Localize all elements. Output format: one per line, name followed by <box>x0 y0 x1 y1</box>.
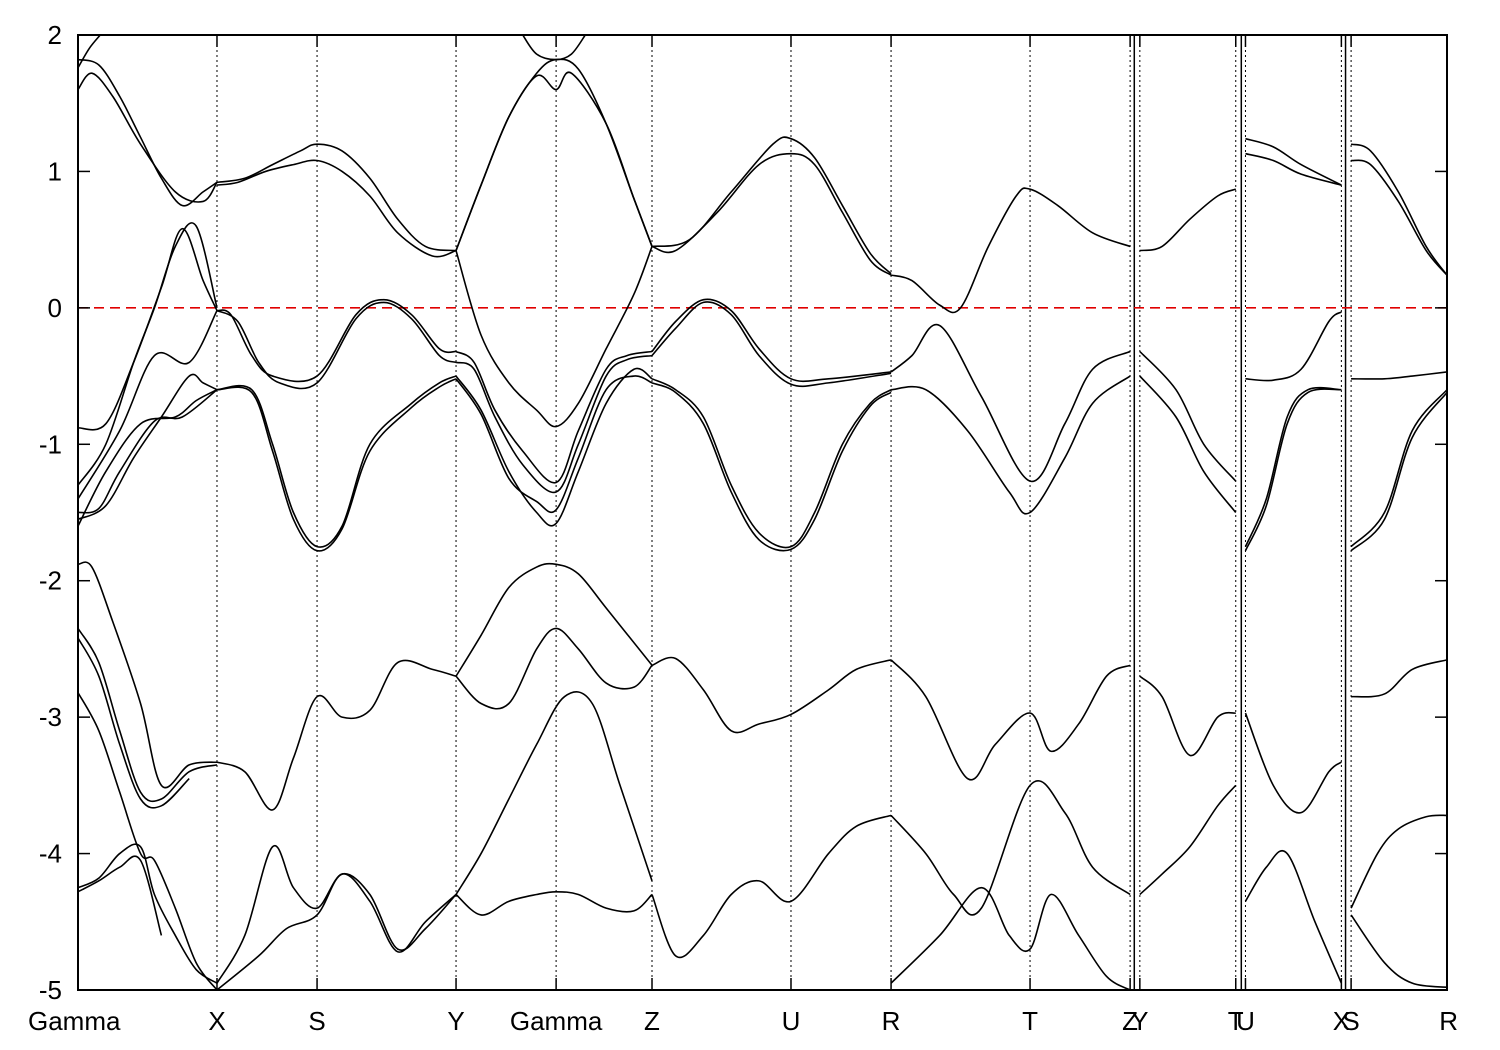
band-line-39 <box>890 375 1131 515</box>
band-line-63 <box>651 814 892 959</box>
band-line-62 <box>455 691 653 895</box>
band-line-52 <box>890 659 1131 781</box>
band-line-25 <box>651 301 892 388</box>
band-line-17 <box>78 222 218 486</box>
x-tick-label: X <box>1333 1006 1350 1036</box>
band-line-35 <box>455 367 653 527</box>
x-tick-label: Gamma <box>510 1006 603 1036</box>
band-line-21 <box>455 246 653 428</box>
y-tick-label: -4 <box>39 839 62 869</box>
band-line-15 <box>1350 159 1447 276</box>
x-tick-label: Y <box>1131 1006 1148 1036</box>
y-tick-label: -3 <box>39 702 62 732</box>
band-line-50 <box>455 627 653 710</box>
kpoint-divider-lines <box>216 35 1352 990</box>
band-line-26 <box>890 323 1131 482</box>
x-tick-label: Z <box>644 1006 660 1036</box>
band-line-23 <box>455 354 653 494</box>
band-line-34 <box>216 378 457 552</box>
band-line-53 <box>1139 675 1236 757</box>
band-line-38 <box>651 382 892 552</box>
band-line-49 <box>455 562 653 677</box>
band-line-60 <box>216 873 457 990</box>
plot-frame <box>77 34 1448 991</box>
y-tick-label: 1 <box>48 156 62 186</box>
band-line-19 <box>216 298 457 383</box>
x-tick-label: R <box>882 1006 901 1036</box>
band-line-1 <box>78 72 218 203</box>
band-line-61 <box>455 890 653 916</box>
band-line-27 <box>1139 350 1237 482</box>
band-line-10 <box>890 187 1131 314</box>
band-line-46 <box>78 628 218 803</box>
band-line-69 <box>1350 914 1447 989</box>
band-line-2 <box>78 35 101 69</box>
band-line-37 <box>651 378 892 549</box>
band-line-9 <box>651 152 892 276</box>
band-line-11 <box>1139 188 1237 252</box>
band-line-0 <box>78 58 218 207</box>
band-line-65 <box>890 886 1131 990</box>
band-line-36 <box>455 375 653 514</box>
band-line-59 <box>216 845 457 984</box>
x-tick-label: Gamma <box>28 1006 121 1036</box>
band-line-4 <box>216 159 457 258</box>
band-line-67 <box>1244 849 1343 984</box>
band-line-32 <box>78 389 218 527</box>
band-line-30 <box>78 373 218 521</box>
band-lines <box>78 35 1447 990</box>
band-line-24 <box>651 298 892 383</box>
band-line-3 <box>216 143 457 252</box>
x-tick-label: S <box>1342 1006 1359 1036</box>
band-line-33 <box>216 375 457 548</box>
band-line-43 <box>1350 389 1447 548</box>
band-line-31 <box>78 389 218 514</box>
band-line-51 <box>651 656 892 734</box>
band-line-66 <box>1139 784 1237 896</box>
band-line-13 <box>1245 152 1342 186</box>
y-tick-label: 0 <box>48 293 62 323</box>
x-tick-label: U <box>1236 1006 1255 1036</box>
band-line-29 <box>1351 371 1447 380</box>
band-line-57 <box>78 843 218 984</box>
band-line-40 <box>1139 375 1237 513</box>
band-line-64 <box>890 780 1131 916</box>
band-line-54 <box>1244 712 1342 814</box>
x-tick-label: R <box>1439 1006 1458 1036</box>
band-line-7 <box>522 35 586 61</box>
x-tick-label: T <box>1022 1006 1038 1036</box>
x-tick-label: S <box>308 1006 325 1036</box>
band-line-41 <box>1244 386 1342 547</box>
band-line-20 <box>216 301 457 390</box>
band-line-47 <box>78 637 190 809</box>
band-line-55 <box>1351 659 1447 698</box>
band-line-28 <box>1245 311 1342 382</box>
band-line-18 <box>78 310 218 500</box>
band-line-6 <box>455 71 653 251</box>
band-line-45 <box>78 561 218 789</box>
y-tick-label: -1 <box>39 429 62 459</box>
band-line-58 <box>78 855 163 936</box>
band-line-14 <box>1350 143 1447 276</box>
y-tick-label: -5 <box>39 975 62 1005</box>
y-tick-label: -2 <box>39 566 62 596</box>
band-line-44 <box>1350 391 1447 552</box>
band-line-42 <box>1244 388 1342 552</box>
band-line-16 <box>78 227 218 431</box>
x-tick-label: X <box>208 1006 225 1036</box>
x-tick-label: Z <box>1122 1006 1138 1036</box>
band-line-12 <box>1245 137 1342 186</box>
y-tick-label: 2 <box>48 20 62 50</box>
band-line-68 <box>1350 814 1447 909</box>
band-line-48 <box>216 659 457 811</box>
band-line-22 <box>455 350 653 484</box>
x-tick-label: Y <box>447 1006 464 1036</box>
x-tick-label: U <box>782 1006 801 1036</box>
x-tick-label: T <box>1228 1006 1244 1036</box>
